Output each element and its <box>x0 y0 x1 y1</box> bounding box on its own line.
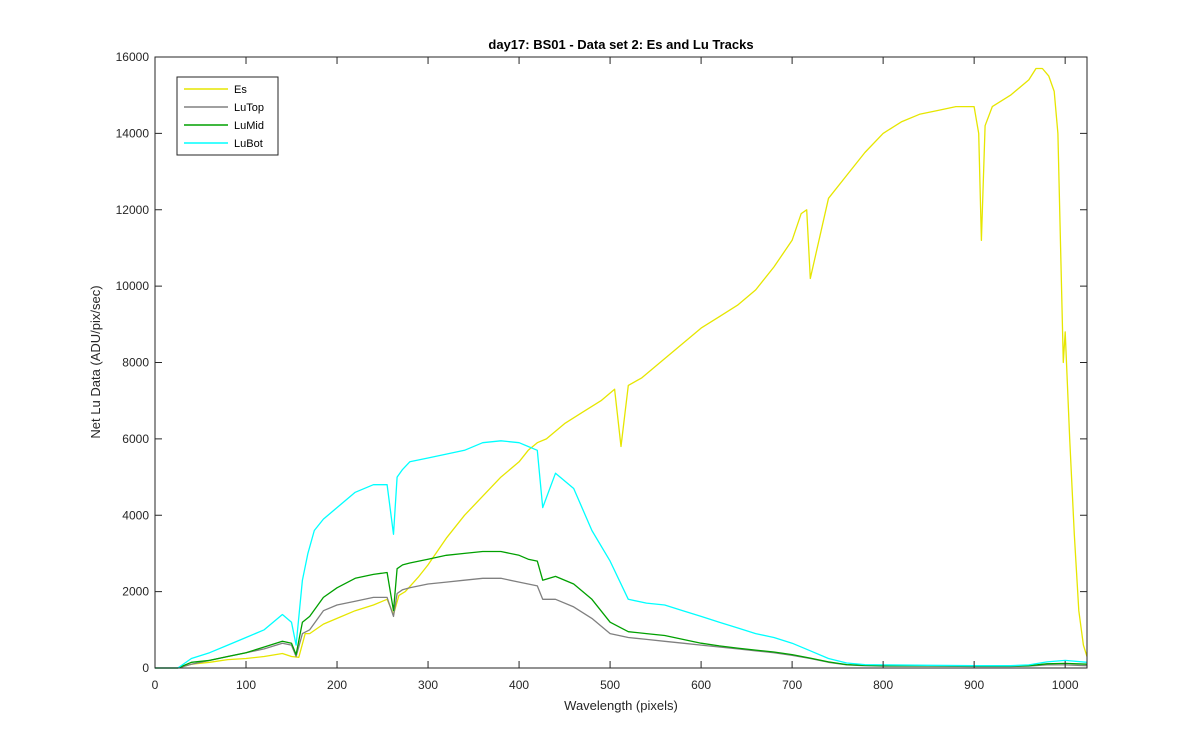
legend: Es LuTop LuMid LuBot <box>176 76 279 156</box>
y-tick-label: 12000 <box>116 203 150 217</box>
x-tick-label: 900 <box>964 678 984 692</box>
x-tick-label: 800 <box>873 678 893 692</box>
x-tick-label: 0 <box>152 678 159 692</box>
x-tick-label: 300 <box>418 678 438 692</box>
series-line-es <box>155 67 1088 669</box>
y-tick-label: 10000 <box>116 279 150 293</box>
x-tick-label: 100 <box>236 678 256 692</box>
series-layer <box>155 67 1088 669</box>
y-tick-label: 2000 <box>122 585 149 599</box>
x-tick-label: 1000 <box>1052 678 1079 692</box>
y-axis-ticks: 0 2000 4000 6000 8000 10000 12000 14000 16000 <box>116 50 1087 675</box>
y-tick-label: 6000 <box>122 432 149 446</box>
series-line-lubot <box>155 440 1088 669</box>
legend-label-lutop: LuTop <box>234 102 264 114</box>
y-tick-label: 16000 <box>116 50 150 64</box>
series-line-lumid <box>155 550 1088 669</box>
x-axis-label: Wavelength (pixels) <box>564 698 678 713</box>
x-tick-label: 200 <box>327 678 347 692</box>
x-tick-label: 600 <box>691 678 711 692</box>
legend-label-es: Es <box>234 84 247 96</box>
plot-area <box>155 57 1087 668</box>
legend-label-lubot: LuBot <box>234 138 263 150</box>
y-tick-label: 0 <box>142 661 149 675</box>
legend-box <box>176 76 279 156</box>
x-tick-label: 700 <box>782 678 802 692</box>
legend-label-lumid: LuMid <box>234 120 264 132</box>
y-axis-label: Net Lu Data (ADU/pix/sec) <box>88 285 103 438</box>
y-tick-label: 8000 <box>122 356 149 370</box>
chart-title: day17: BS01 - Data set 2: Es and Lu Trac… <box>488 37 753 52</box>
y-tick-label: 14000 <box>116 126 150 140</box>
y-tick-label: 4000 <box>122 508 149 522</box>
x-axis-ticks: 0 100 200 300 400 500 600 700 800 900 1000 <box>152 57 1079 692</box>
x-tick-label: 400 <box>509 678 529 692</box>
x-tick-label: 500 <box>600 678 620 692</box>
